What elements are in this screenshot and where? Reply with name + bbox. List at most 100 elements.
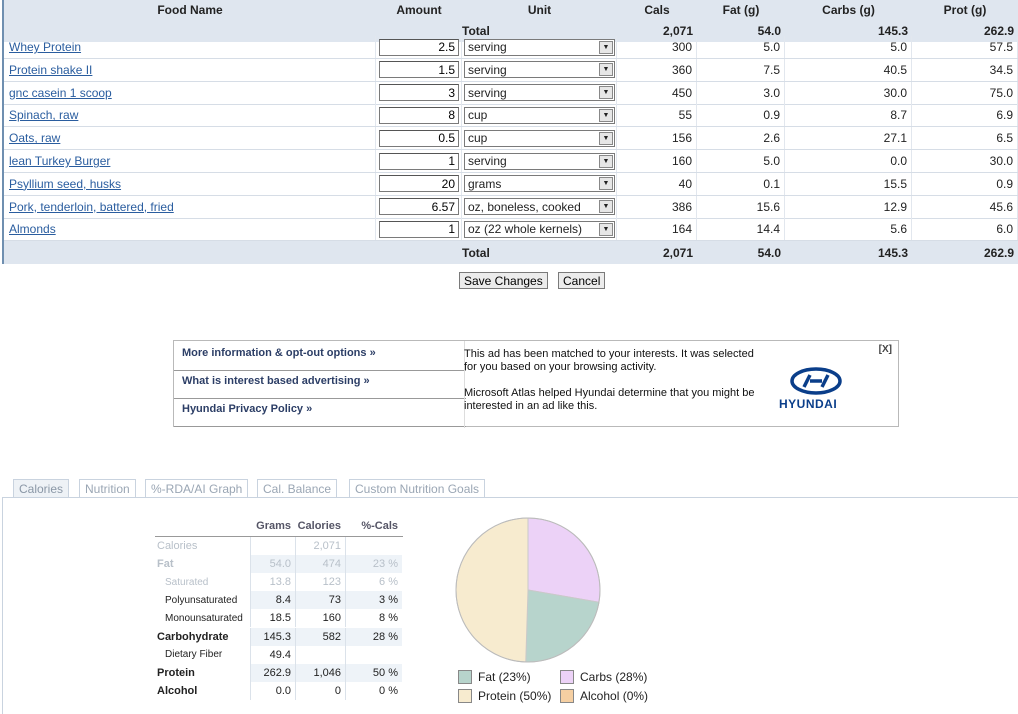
amount-input[interactable] xyxy=(379,38,459,56)
summary-row: Alcohol 0.0 0 0 % xyxy=(155,681,405,700)
fat-value: 3.0 xyxy=(697,81,785,104)
unit-select[interactable]: serving ▼ xyxy=(464,61,615,79)
food-name-link[interactable]: lean Turkey Burger xyxy=(9,154,111,168)
unit-select[interactable]: oz (22 whole kernels) ▼ xyxy=(464,220,615,238)
food-name-cell: Pork, tenderloin, battered, fried xyxy=(4,195,376,218)
summary-calories: 123 xyxy=(295,573,345,592)
amount-input[interactable] xyxy=(379,61,459,79)
unit-select[interactable]: oz, boneless, cooked ▼ xyxy=(464,198,615,216)
unit-select[interactable]: grams ▼ xyxy=(464,175,615,193)
total-label: Total xyxy=(462,23,490,38)
food-name-link[interactable]: Protein shake II xyxy=(9,62,93,77)
carbs-value: 8.7 xyxy=(785,104,912,127)
dropdown-arrow-icon[interactable]: ▼ xyxy=(599,222,613,236)
tab-custom-goals[interactable]: Custom Nutrition Goals xyxy=(349,479,486,497)
dropdown-arrow-icon[interactable]: ▼ xyxy=(599,200,613,214)
amount-input[interactable] xyxy=(379,220,459,238)
unit-select-value: serving xyxy=(468,40,507,54)
food-name-link[interactable]: Oats, raw xyxy=(9,131,61,146)
summary-calories: 160 xyxy=(295,609,345,628)
pie-slice-protein xyxy=(455,517,529,663)
fat-value: 0.1 xyxy=(697,172,785,195)
total-carbs: 145.3 xyxy=(877,245,908,260)
cals-value: 156 xyxy=(617,127,697,150)
dropdown-arrow-icon[interactable]: ▼ xyxy=(599,131,613,145)
summary-pct-cals xyxy=(345,645,402,664)
dropdown-arrow-icon[interactable]: ▼ xyxy=(599,86,613,100)
food-name-link[interactable]: Almonds xyxy=(9,222,56,237)
ad-text-line-1: This ad has been matched to your interes… xyxy=(464,348,754,373)
food-log-table: Food Name Amount Unit Cals Fat (g) Carbs… xyxy=(2,0,1018,264)
summary-grams xyxy=(250,537,295,555)
food-row: Psyllium seed, husks grams ▼ 400.115.50.… xyxy=(4,172,1018,196)
unit-select-value: serving xyxy=(468,85,507,100)
unit-select-value: serving xyxy=(468,62,507,77)
summary-row: Calories 2,071 xyxy=(155,537,405,555)
food-row: Spinach, raw cup ▼ 550.98.76.9 xyxy=(4,104,1018,128)
hyundai-logo-icon[interactable] xyxy=(780,367,852,395)
food-name-cell: Whey Protein xyxy=(4,36,376,58)
tab-calories[interactable]: Calories xyxy=(13,479,70,497)
food-name-link[interactable]: Spinach, raw xyxy=(9,108,79,123)
fat-value: 14.4 xyxy=(697,218,785,241)
cals-value: 160 xyxy=(617,150,697,172)
food-name-link[interactable]: Pork, tenderloin, battered, fried xyxy=(9,199,174,214)
dropdown-arrow-icon[interactable]: ▼ xyxy=(599,177,613,191)
dropdown-arrow-icon[interactable]: ▼ xyxy=(599,154,613,168)
amount-input[interactable] xyxy=(379,175,459,193)
tab-rda-graph[interactable]: %-RDA/AI Graph xyxy=(145,479,249,497)
ad-divider xyxy=(174,426,466,427)
privacy-policy-link[interactable]: Hyundai Privacy Policy » xyxy=(182,403,313,415)
pie-slice-fat xyxy=(525,589,600,663)
cals-value: 55 xyxy=(617,104,697,127)
amount-input[interactable] xyxy=(379,84,459,102)
amount-input[interactable] xyxy=(379,152,459,170)
fat-value: 2.6 xyxy=(697,127,785,150)
summary-grams: 54.0 xyxy=(250,555,295,574)
food-name-cell: Almonds xyxy=(4,218,376,241)
dropdown-arrow-icon[interactable]: ▼ xyxy=(599,63,613,77)
amount-input[interactable] xyxy=(379,129,459,147)
summary-pct-cals: 28 % xyxy=(345,627,402,646)
interest-advertising-link[interactable]: What is interest based advertising » xyxy=(182,375,370,387)
summary-grams: 8.4 xyxy=(250,591,295,610)
food-name-link[interactable]: Whey Protein xyxy=(9,40,82,54)
food-name-link[interactable]: Psyllium seed, husks xyxy=(9,176,122,191)
summary-pct-cals: 50 % xyxy=(345,663,402,682)
unit-select[interactable]: cup ▼ xyxy=(464,129,615,147)
unit-select[interactable]: serving ▼ xyxy=(464,152,615,170)
total-prot: 262.9 xyxy=(983,23,1014,38)
food-name-cell: Spinach, raw xyxy=(4,104,376,127)
food-name-link[interactable]: gnc casein 1 scoop xyxy=(9,85,112,100)
summary-calories: 582 xyxy=(295,627,345,646)
opt-out-link[interactable]: More information & opt-out options » xyxy=(182,347,376,359)
ad-close-button[interactable]: [X] xyxy=(878,344,892,355)
total-label: Total xyxy=(462,245,490,260)
carbs-value: 0.0 xyxy=(785,150,912,172)
legend-swatch-fat xyxy=(458,670,472,684)
dropdown-arrow-icon[interactable]: ▼ xyxy=(599,40,613,54)
unit-select[interactable]: serving ▼ xyxy=(464,38,615,56)
dropdown-arrow-icon[interactable]: ▼ xyxy=(599,108,613,122)
save-changes-button[interactable]: Save Changes xyxy=(459,272,548,289)
summary-row: Dietary Fiber 49.4 xyxy=(155,645,405,664)
amount-input[interactable] xyxy=(379,198,459,216)
unit-select[interactable]: cup ▼ xyxy=(464,106,615,124)
header-fat: Fat (g) xyxy=(722,2,760,17)
unit-select[interactable]: serving ▼ xyxy=(464,84,615,102)
summary-row-label: Calories xyxy=(157,540,198,552)
summary-row: Fat 54.0 474 23 % xyxy=(155,555,405,574)
tab-cal-balance[interactable]: Cal. Balance xyxy=(257,479,338,497)
summary-row-label: Dietary Fiber xyxy=(165,649,223,661)
summary-grams: 145.3 xyxy=(250,627,295,646)
tab-nutrition[interactable]: Nutrition xyxy=(79,479,136,497)
cancel-button[interactable]: Cancel xyxy=(558,272,606,289)
unit-select-value: grams xyxy=(468,176,502,191)
food-row: Protein shake II serving ▼ 3607.540.534.… xyxy=(4,58,1018,82)
amount-input[interactable] xyxy=(379,106,459,124)
table-header-row: Food Name Amount Unit Cals Fat (g) Carbs… xyxy=(4,0,1018,19)
unit-cell: cup ▼ xyxy=(462,104,617,127)
summary-header-rule xyxy=(155,536,403,537)
unit-select-value: cup xyxy=(468,131,488,146)
